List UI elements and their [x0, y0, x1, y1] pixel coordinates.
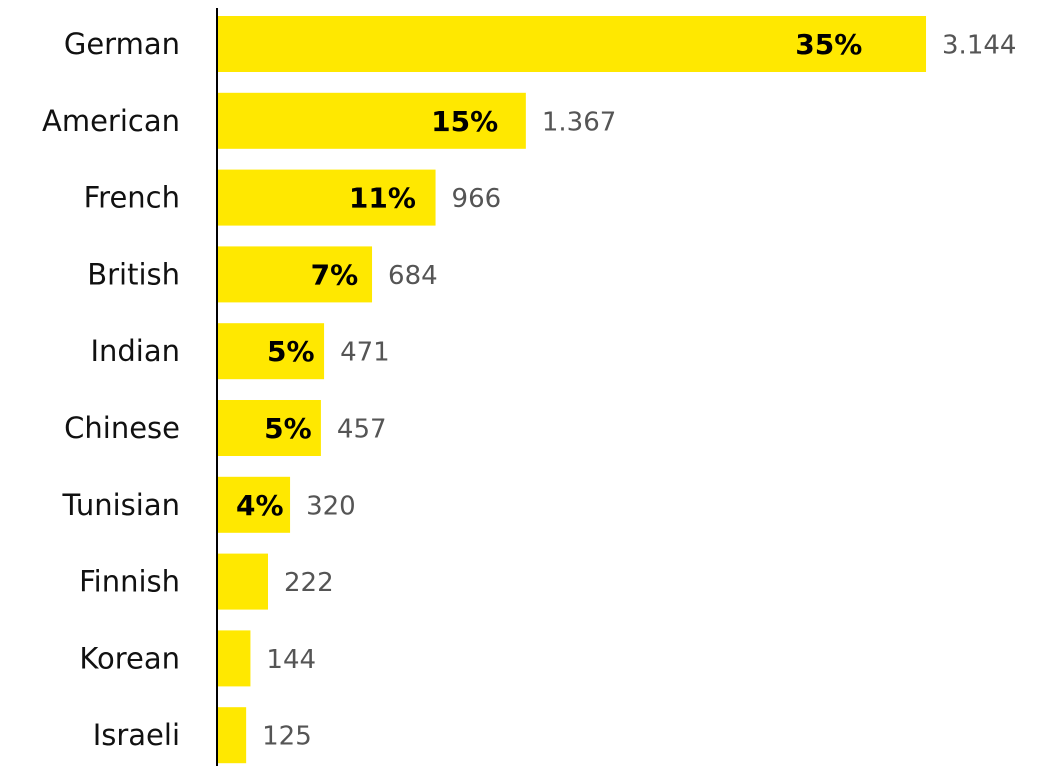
- value-label: 222: [284, 568, 334, 598]
- percent-label: 7%: [311, 258, 359, 291]
- percent-label: 5%: [267, 335, 315, 368]
- bar: [218, 323, 325, 380]
- category-label: British: [87, 257, 180, 291]
- value-label: 457: [337, 415, 387, 445]
- percent-label: 35%: [795, 28, 862, 61]
- bar: [218, 400, 321, 456]
- value-label: 144: [266, 645, 316, 675]
- bar: [218, 92, 526, 149]
- bar: [218, 169, 436, 226]
- category-label: Tunisian: [62, 488, 180, 522]
- percent-label: 11%: [349, 182, 416, 215]
- category-label: Finnish: [79, 565, 180, 599]
- percent-label: 5%: [264, 412, 312, 445]
- percent-label: 15%: [431, 105, 498, 138]
- category-label: Chinese: [64, 411, 180, 445]
- value-label: 684: [388, 261, 438, 291]
- value-label: 471: [340, 338, 390, 368]
- value-label: 320: [306, 491, 356, 521]
- value-label: 966: [452, 184, 502, 214]
- bar: [218, 553, 268, 610]
- bar: [218, 707, 247, 764]
- category-label: Israeli: [93, 718, 180, 752]
- category-label: Korean: [79, 641, 180, 675]
- category-label: German: [64, 27, 180, 61]
- percent-label: 4%: [236, 489, 284, 522]
- category-label: French: [84, 181, 180, 215]
- bar: [218, 476, 291, 533]
- value-label: 125: [262, 722, 312, 752]
- bar: [218, 16, 927, 72]
- value-label: 1.367: [542, 107, 616, 137]
- bar: [218, 630, 251, 687]
- bar: [218, 246, 373, 303]
- value-label: 3.144: [942, 31, 1016, 61]
- category-label: American: [42, 104, 180, 138]
- category-label: Indian: [90, 334, 180, 368]
